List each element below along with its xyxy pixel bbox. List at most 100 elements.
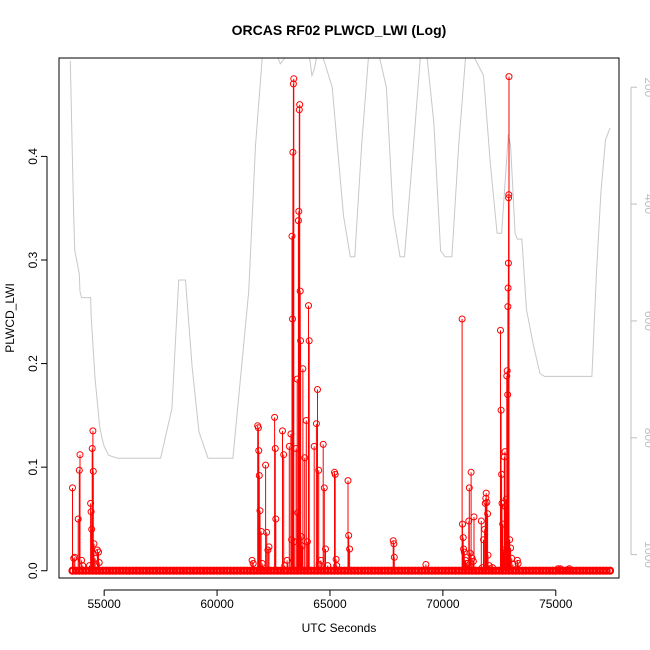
x-tick-label-2: 65000 <box>313 597 347 611</box>
data-point-136 <box>507 544 515 552</box>
data-point-63 <box>303 538 311 546</box>
data-point-11 <box>88 525 96 533</box>
data-point-8 <box>86 562 93 570</box>
data-point-43 <box>288 232 296 240</box>
data-point-131 <box>504 259 512 267</box>
data-point-72 <box>319 440 327 448</box>
x-tick-label-0: 55000 <box>87 597 121 611</box>
data-point-24 <box>255 447 263 455</box>
data-point-102 <box>477 517 485 525</box>
right-tick-label-0: 200 <box>642 77 650 97</box>
data-point-45 <box>289 148 297 156</box>
data-point-33 <box>271 413 279 421</box>
data-point-40 <box>285 442 293 450</box>
data-point-50 <box>293 375 301 383</box>
data-point-48 <box>290 538 298 546</box>
data-point-35 <box>272 515 280 523</box>
data-point-99 <box>468 554 476 562</box>
data-point-106 <box>481 499 489 507</box>
data-point-13 <box>89 427 97 435</box>
y-tick-label-1: 0.1 <box>26 458 40 475</box>
data-point-140 <box>514 560 522 567</box>
data-point-69 <box>315 466 323 474</box>
data-point-30 <box>263 528 271 536</box>
axes-layer: 55000 60000 65000 70000 75000 0.0 0.1 0.2 0.3 0.4… <box>26 77 650 611</box>
data-point-108 <box>482 489 490 497</box>
data-point-132 <box>505 194 513 202</box>
data-point-89 <box>459 534 467 542</box>
data-point-60 <box>299 365 307 373</box>
data-point-88 <box>459 520 466 528</box>
data-point-41 <box>287 430 295 438</box>
data-point-86 <box>422 561 430 568</box>
data-point-58 <box>297 533 305 541</box>
data-point-49 <box>292 445 300 452</box>
right-tick-label-4: 1000 <box>642 541 650 568</box>
data-point-104 <box>480 536 487 544</box>
data-point-29 <box>262 461 270 469</box>
data-point-77 <box>331 470 339 478</box>
data-point-0 <box>69 484 76 492</box>
data-point-28 <box>258 560 266 567</box>
x-axis-label: UTC Seconds <box>302 621 377 635</box>
data-point-138 <box>509 561 517 568</box>
data-point-67 <box>312 420 320 428</box>
data-point-115 <box>497 326 504 334</box>
data-point-70 <box>315 561 323 568</box>
data-point-124 <box>501 503 509 510</box>
data-point-18 <box>95 548 102 556</box>
y-tick-label-2: 0.2 <box>26 355 40 372</box>
data-point-90 <box>460 545 468 553</box>
data-point-96 <box>465 484 473 492</box>
data-point-125 <box>502 495 510 503</box>
data-point-37 <box>280 451 288 459</box>
data-point-62 <box>302 417 310 424</box>
data-point-14 <box>89 467 97 475</box>
data-point-130 <box>504 284 512 292</box>
data-point-107 <box>482 494 490 502</box>
data-point-135 <box>506 536 514 544</box>
x-tick-label-3: 70000 <box>426 597 460 611</box>
data-point-25 <box>255 472 263 479</box>
data-point-56 <box>296 287 304 295</box>
data-point-55 <box>296 101 304 109</box>
data-point-100 <box>469 557 477 565</box>
data-point-134 <box>505 73 513 81</box>
data-point-80 <box>344 477 352 485</box>
data-point-117 <box>498 470 506 478</box>
data-point-82 <box>346 545 354 553</box>
data-point-2 <box>71 553 79 561</box>
data-point-85 <box>390 553 398 561</box>
data-point-87 <box>458 315 466 323</box>
plot-frame <box>58 57 620 579</box>
data-point-16 <box>91 554 99 562</box>
data-point-39 <box>283 556 291 564</box>
data-point-73 <box>320 484 328 492</box>
y-tick-label-4: 0.4 <box>26 148 40 165</box>
data-point-61 <box>301 454 309 462</box>
data-point-95 <box>465 517 473 525</box>
data-point-144 <box>565 565 573 573</box>
data-point-142 <box>556 565 564 573</box>
data-point-44 <box>289 315 296 323</box>
data-point-1 <box>70 554 78 562</box>
baseline-point-159 <box>602 566 611 575</box>
data-point-105 <box>481 525 489 533</box>
data-point-139 <box>513 556 521 564</box>
data-point-36 <box>279 427 286 435</box>
data-point-103 <box>478 564 486 572</box>
right-tick-label-2: 600 <box>642 311 650 331</box>
data-point-126 <box>503 372 511 380</box>
data-point-4 <box>75 466 83 474</box>
data-point-31 <box>264 546 272 554</box>
y-axis-label: PLWCD_LWI <box>3 283 17 353</box>
data-point-59 <box>298 542 306 550</box>
x-tick-label-4: 75000 <box>539 597 573 611</box>
data-point-75 <box>324 562 332 570</box>
data-point-122 <box>500 453 508 461</box>
right-tick-label-3: 800 <box>642 428 650 448</box>
data-point-79 <box>333 562 341 570</box>
data-point-74 <box>322 545 329 553</box>
data-point-51 <box>294 509 302 517</box>
